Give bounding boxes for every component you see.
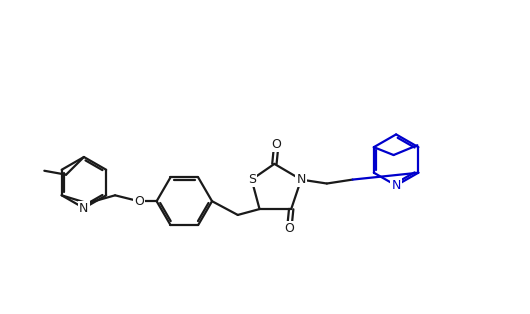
Text: O: O [271, 138, 281, 151]
Text: S: S [248, 173, 255, 186]
Text: O: O [134, 195, 144, 208]
Text: O: O [284, 222, 294, 235]
Text: N: N [392, 179, 401, 192]
Text: N: N [79, 202, 89, 214]
Text: N: N [296, 173, 306, 186]
